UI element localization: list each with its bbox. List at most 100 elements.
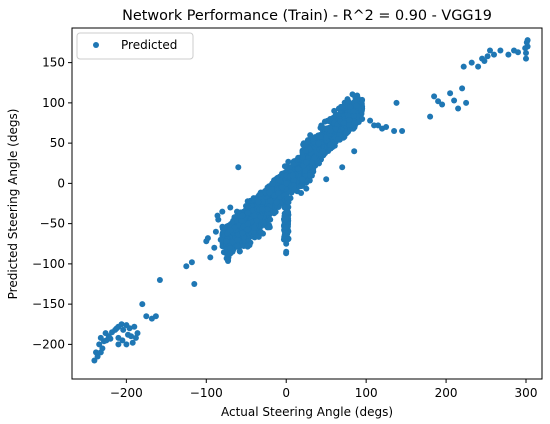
data-point (346, 117, 353, 123)
data-point (276, 177, 283, 184)
data-point (188, 259, 195, 266)
data-point (239, 230, 246, 237)
data-point (214, 212, 221, 219)
data-point (439, 101, 446, 108)
data-point (311, 154, 318, 161)
data-point (350, 108, 357, 115)
data-point (283, 248, 290, 255)
data-point (303, 159, 310, 166)
data-point (93, 349, 99, 356)
data-point (253, 217, 260, 224)
data-point (129, 339, 136, 346)
data-point (227, 245, 233, 252)
data-point (317, 133, 324, 140)
data-point (227, 227, 234, 234)
data-point (497, 47, 504, 54)
data-point (283, 180, 290, 187)
data-point (234, 242, 241, 249)
y-tick-label: 0 (57, 176, 65, 190)
data-point (183, 263, 190, 270)
data-point (139, 301, 146, 308)
data-point (481, 58, 488, 64)
data-point (97, 334, 104, 341)
data-point (259, 198, 266, 205)
data-point (244, 210, 251, 216)
data-point (346, 121, 353, 128)
data-point (300, 141, 307, 148)
data-point (455, 105, 462, 112)
data-point (279, 184, 286, 191)
data-point (225, 257, 232, 264)
data-point (126, 325, 133, 332)
data-point (359, 116, 366, 122)
data-point (299, 176, 306, 183)
data-point (391, 128, 398, 134)
data-point (270, 180, 277, 187)
x-tick-label: 100 (355, 386, 378, 400)
data-point (251, 212, 258, 219)
data-point (327, 127, 334, 134)
data-point (307, 172, 314, 179)
data-point (431, 93, 438, 100)
x-tick-label: 0 (282, 386, 290, 400)
data-point (463, 99, 470, 106)
data-point (367, 117, 374, 124)
data-point (143, 313, 150, 320)
data-point (273, 199, 280, 206)
data-point (235, 164, 242, 171)
data-point (229, 238, 236, 245)
data-point (152, 313, 159, 320)
data-point (298, 190, 305, 196)
data-point (226, 250, 233, 257)
data-point (523, 55, 529, 62)
data-point (257, 229, 264, 235)
data-point (207, 254, 214, 261)
data-point (515, 49, 521, 56)
data-point (327, 141, 334, 148)
chart-title: Network Performance (Train) - R^2 = 0.90… (122, 8, 492, 24)
data-point (393, 99, 400, 106)
data-point (321, 118, 328, 125)
data-point (234, 236, 241, 243)
x-tick-label: −200 (110, 386, 143, 400)
data-point (223, 238, 230, 245)
data-point (236, 248, 243, 255)
data-point (505, 51, 512, 58)
data-point (102, 330, 109, 337)
data-point (468, 59, 475, 66)
data-point (219, 208, 226, 215)
data-point (115, 334, 122, 341)
data-point (302, 172, 309, 178)
data-point (435, 98, 442, 105)
data-point (220, 224, 227, 231)
data-point (191, 281, 198, 287)
x-tick-label: 200 (435, 386, 458, 400)
y-tick-label: 50 (50, 136, 65, 150)
data-point (113, 325, 120, 332)
data-point (291, 186, 298, 193)
data-point (156, 277, 163, 283)
data-point (315, 140, 322, 147)
data-point (491, 51, 497, 58)
data-point (319, 124, 326, 130)
data-point (134, 330, 141, 337)
data-point (347, 103, 354, 110)
x-tick-label: 300 (515, 386, 538, 400)
plot-area (72, 28, 542, 379)
data-point (447, 90, 454, 97)
data-point (131, 323, 138, 330)
data-point (251, 224, 258, 231)
data-point (289, 172, 296, 179)
data-point (107, 335, 114, 342)
data-point (451, 97, 458, 104)
data-point (308, 159, 315, 166)
data-point (298, 183, 305, 189)
data-point (271, 210, 278, 217)
y-tick-label: −100 (32, 257, 65, 271)
data-point (281, 204, 288, 211)
data-point (304, 138, 311, 145)
data-point (244, 226, 251, 233)
data-point (484, 53, 491, 60)
